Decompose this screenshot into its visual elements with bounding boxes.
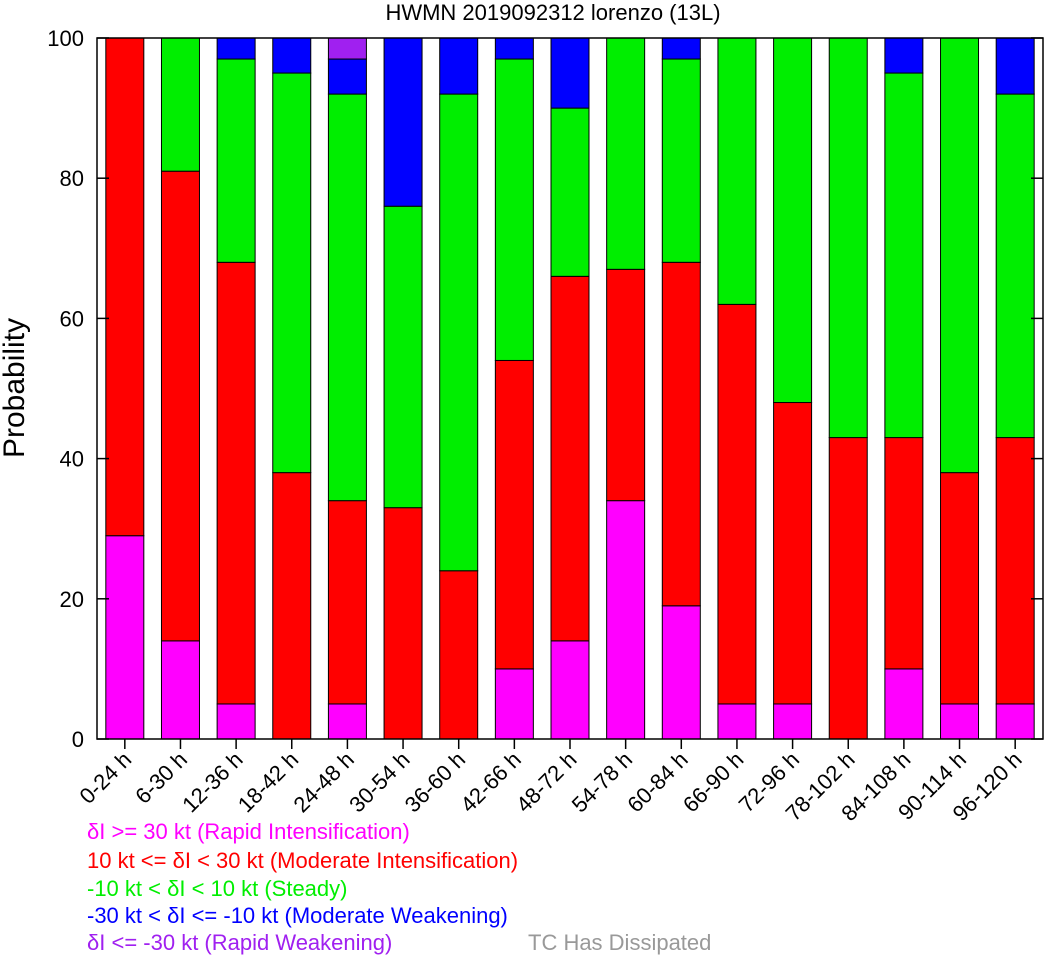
bar-segment-36-60h-s3 <box>439 37 479 95</box>
bar-segment-12-36h-s0 <box>216 703 256 740</box>
bar-segment-54-78h-s2 <box>606 37 646 270</box>
bar-segment-84-108h-s3 <box>884 37 924 74</box>
bar-segment-66-90h-s0 <box>717 703 757 740</box>
bar-segment-6-30h-s1 <box>160 170 200 642</box>
bar-segment-72-96h-s0 <box>773 703 813 740</box>
bar-segment-24-48h-s3 <box>327 58 367 95</box>
bar-segment-6-30h-s0 <box>160 640 200 740</box>
bar-segment-60-84h-s2 <box>661 58 701 263</box>
bar-segment-30-54h-s2 <box>383 205 423 509</box>
x-tick-label-0: 0-24 h <box>75 747 137 809</box>
bar-segment-60-84h-s3 <box>661 37 701 60</box>
bar-segment-12-36h-s3 <box>216 37 256 60</box>
bar-segment-54-78h-s1 <box>606 268 646 502</box>
bar-segment-96-120h-s1 <box>995 437 1035 705</box>
bar-segment-60-84h-s0 <box>661 605 701 740</box>
bar-segment-84-108h-s1 <box>884 437 924 670</box>
bar-segment-18-42h-s3 <box>272 37 312 74</box>
x-tick-label-3: 18-42 h <box>233 747 303 817</box>
bar-segment-90-114h-s1 <box>940 472 980 705</box>
y-tick-labels: 0 20 40 60 80 100 <box>47 26 84 752</box>
bar-segment-48-72h-s0 <box>550 640 590 740</box>
x-tick-label-4: 24-48 h <box>288 747 358 817</box>
bar-segment-78-102h-s2 <box>828 37 868 439</box>
bar-segment-84-108h-s0 <box>884 668 924 740</box>
bar-segment-36-60h-s1 <box>439 570 479 740</box>
y-tick-label-20: 20 <box>60 587 84 612</box>
y-tick-label-60: 60 <box>60 306 84 331</box>
bar-segment-72-96h-s2 <box>773 37 813 404</box>
bar-segment-12-36h-s1 <box>216 261 256 705</box>
bar-segment-24-48h-s0 <box>327 703 367 740</box>
legend-entry-steady: -10 kt < δI < 10 kt (Steady) <box>87 876 348 901</box>
legend-entry-tc-dissipated: TC Has Dissipated <box>528 930 712 955</box>
x-tick-label-10: 60-84 h <box>622 747 692 817</box>
bar-segment-0-24h-s1 <box>105 37 145 537</box>
bar-segment-42-66h-s3 <box>494 37 534 60</box>
bar-segment-90-114h-s0 <box>940 703 980 740</box>
y-tick-label-100: 100 <box>47 26 84 51</box>
bar-segment-24-48h-s1 <box>327 500 367 705</box>
x-tick-label-9: 54-78 h <box>567 747 637 817</box>
x-tick-labels: 0-24 h6-30 h12-36 h18-42 h24-48 h30-54 h… <box>75 747 1027 826</box>
bar-segment-96-120h-s2 <box>995 93 1035 439</box>
bar-segment-24-48h-s4 <box>327 37 367 60</box>
bar-segment-6-30h-s2 <box>160 37 200 172</box>
y-tick-label-0: 0 <box>72 727 84 752</box>
bar-segment-96-120h-s0 <box>995 703 1035 740</box>
bar-segment-42-66h-s2 <box>494 58 534 361</box>
x-tick-label-5: 30-54 h <box>344 747 414 817</box>
bar-segment-66-90h-s1 <box>717 303 757 705</box>
axes-layer <box>96 37 1044 749</box>
bar-segment-18-42h-s2 <box>272 72 312 474</box>
chart-title: HWMN 2019092312 lorenzo (13L) <box>385 0 720 25</box>
x-tick-label-7: 42-66 h <box>455 747 525 817</box>
bar-segment-24-48h-s2 <box>327 93 367 502</box>
bar-segment-0-24h-s0 <box>105 535 145 740</box>
bar-segment-30-54h-s1 <box>383 507 423 740</box>
bar-segment-48-72h-s2 <box>550 107 590 277</box>
bars-layer <box>105 37 1035 740</box>
y-axis-label: Probability <box>0 318 31 458</box>
bar-segment-90-114h-s2 <box>940 37 980 474</box>
legend-entry-moderate-intensification: 10 kt <= δI < 30 kt (Moderate Intensific… <box>87 848 519 873</box>
bar-segment-48-72h-s1 <box>550 275 590 642</box>
bar-segment-42-66h-s0 <box>494 668 534 740</box>
bar-segment-60-84h-s1 <box>661 261 701 607</box>
legend-entry-rapid-intensification: δI >= 30 kt (Rapid Intensification) <box>87 819 410 844</box>
bar-segment-96-120h-s3 <box>995 37 1035 95</box>
bar-segment-18-42h-s1 <box>272 472 312 740</box>
bar-segment-48-72h-s3 <box>550 37 590 109</box>
legend-entry-rapid-weakening: δI <= -30 kt (Rapid Weakening) <box>87 930 393 955</box>
bar-segment-36-60h-s2 <box>439 93 479 572</box>
bar-segment-12-36h-s2 <box>216 58 256 263</box>
bar-segment-30-54h-s3 <box>383 37 423 207</box>
x-tick-label-8: 48-72 h <box>511 747 581 817</box>
bar-segment-72-96h-s1 <box>773 402 813 705</box>
x-tick-label-11: 66-90 h <box>678 747 748 817</box>
x-tick-label-2: 12-36 h <box>177 747 247 817</box>
y-tick-label-40: 40 <box>60 447 84 472</box>
x-tick-label-6: 36-60 h <box>400 747 470 817</box>
legend-entry-moderate-weakening: -30 kt < δI <= -10 kt (Moderate Weakenin… <box>87 903 508 928</box>
bar-segment-66-90h-s2 <box>717 37 757 305</box>
bar-segment-84-108h-s2 <box>884 72 924 439</box>
bar-segment-78-102h-s1 <box>828 437 868 740</box>
bar-segment-42-66h-s1 <box>494 359 534 670</box>
bar-segment-54-78h-s0 <box>606 500 646 740</box>
y-tick-label-80: 80 <box>60 166 84 191</box>
